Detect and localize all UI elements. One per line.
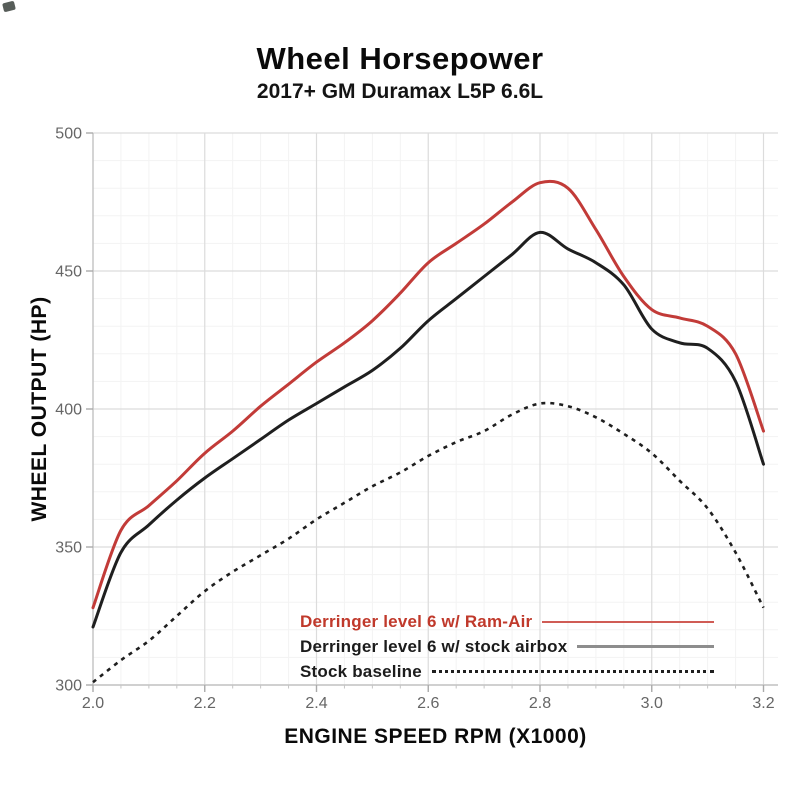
x-tick-label: 2.6	[417, 695, 439, 712]
y-tick-label: 500	[55, 126, 82, 143]
legend-line-sample-red-solid	[542, 620, 714, 623]
chart-subtitle: 2017+ GM Duramax L5P 6.6L	[256, 80, 544, 103]
x-tick-label: 2.4	[305, 695, 327, 712]
x-tick-label: 2.0	[82, 695, 104, 712]
legend-item-ram-air: Derringer level 6 w/ Ram-Air	[300, 609, 714, 634]
legend-label-stock-airbox: Derringer level 6 w/ stock airbox	[300, 636, 568, 656]
x-tick-label: 3.0	[641, 695, 663, 712]
legend: Derringer level 6 w/ Ram-Air Derringer l…	[300, 609, 714, 684]
y-tick-label: 300	[55, 678, 82, 695]
legend-line-sample-gray-solid	[577, 645, 714, 648]
x-axis-title: ENGINE SPEED RPM (X1000)	[284, 725, 587, 748]
y-tick-label: 350	[55, 540, 82, 557]
x-tick-label: 2.2	[194, 695, 216, 712]
legend-label-ram-air: Derringer level 6 w/ Ram-Air	[300, 611, 533, 631]
legend-label-stock-baseline: Stock baseline	[300, 661, 422, 681]
y-tick-label: 400	[55, 402, 82, 419]
x-tick-label: 3.2	[752, 695, 774, 712]
series-line-stock-baseline	[92, 401, 765, 684]
series-line-derringer-ram-air	[91, 179, 765, 610]
y-tick-label: 450	[55, 264, 82, 281]
x-tick-label: 2.8	[529, 695, 551, 712]
legend-item-stock-airbox: Derringer level 6 w/ stock airbox	[300, 634, 714, 659]
y-axis-title: WHEEL OUTPUT (HP)	[28, 296, 51, 521]
series-line-derringer-stock-airbox	[91, 230, 765, 629]
chart-title: Wheel Horsepower	[256, 41, 544, 76]
legend-item-stock-baseline: Stock baseline	[300, 659, 714, 684]
legend-line-sample-black-dashed	[431, 670, 714, 673]
